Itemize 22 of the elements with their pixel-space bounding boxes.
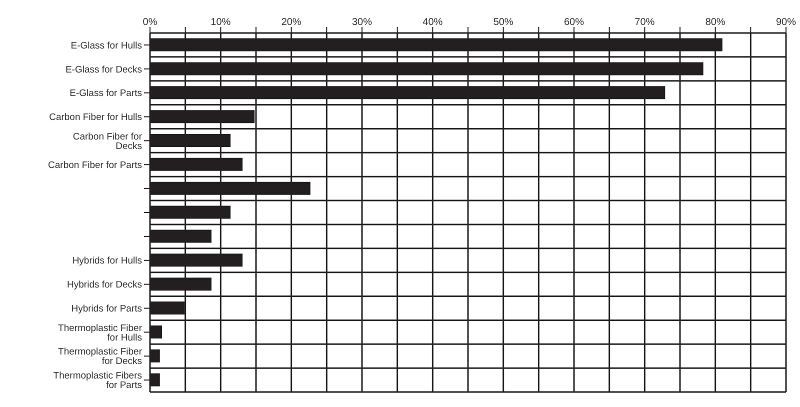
y-tick-label: E-Glass for Decks <box>65 64 142 76</box>
y-tick-label: E-Glass for Parts <box>70 88 142 100</box>
x-tick-label: 10% <box>210 17 231 28</box>
x-tick-label: 90% <box>776 17 796 28</box>
y-tick-label: E-Glass for Hulls <box>70 40 142 52</box>
y-tick-label: Carbon Fiber for Parts <box>48 160 142 172</box>
y-tick-label: Thermoplastic Fiber for Hulls <box>58 322 142 344</box>
y-tick-label: Carbon Fiber for Decks <box>72 131 142 152</box>
y-tick-label: Thermoplastic Fiber for Decks <box>58 346 142 368</box>
x-tick-label: 60% <box>564 17 584 28</box>
y-tick-label: Hybrids for Parts <box>71 304 142 315</box>
x-tick-label: 20% <box>281 17 302 28</box>
x-tick-label: 30% <box>352 17 372 28</box>
x-tick-label: 70% <box>634 17 655 28</box>
y-tick-label: Hybrids for Hulls <box>72 256 142 267</box>
x-tick-label: 80% <box>705 17 726 28</box>
y-tick-label: Thermoplastic Fibers for Parts <box>53 370 142 392</box>
x-tick-label: 0% <box>142 17 158 28</box>
x-tick-label: 50% <box>493 17 514 28</box>
y-tick-label: Hybrids for Decks <box>67 280 142 291</box>
y-tick-label: Carbon Fiber for Hulls <box>49 112 142 124</box>
x-tick-label: 40% <box>422 17 443 28</box>
